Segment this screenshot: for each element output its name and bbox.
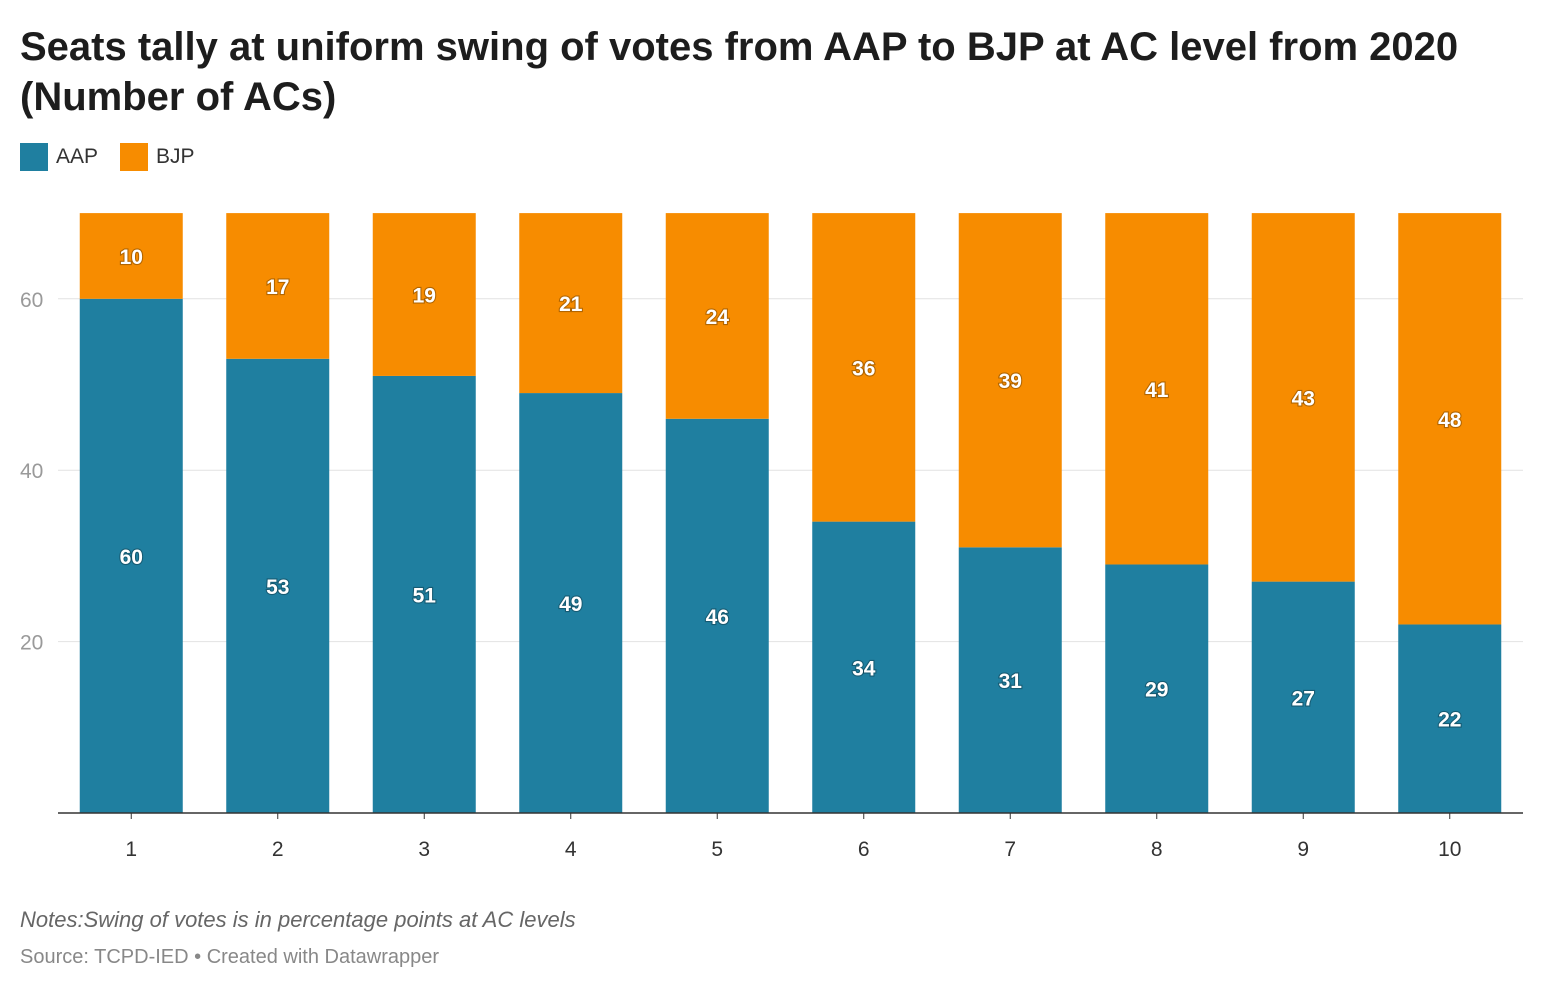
bar-aap-3: [372, 375, 476, 813]
legend-swatch-aap: [20, 143, 48, 171]
data-label-aap: 53: [266, 576, 289, 599]
data-label-aap: 60: [120, 546, 143, 569]
data-label-bjp: 19: [413, 285, 436, 308]
data-label-aap: 31: [999, 670, 1023, 693]
data-label-bjp: 17: [266, 276, 289, 299]
bar-aap-4: [519, 393, 623, 813]
legend-item-aap: AAP: [20, 143, 98, 171]
bar-bjp-5: [665, 213, 769, 419]
x-tick-label: 7: [1004, 838, 1016, 861]
x-tick-label: 1: [125, 838, 137, 861]
bar-aap-5: [665, 418, 769, 813]
bar-aap-1: [79, 298, 183, 813]
source-credit: Created with Datawrapper: [206, 946, 440, 968]
data-label-bjp: 24: [706, 306, 730, 329]
data-label-aap: 29: [1145, 679, 1168, 702]
bar-bjp-10: [1398, 213, 1502, 625]
y-tick-label: 60: [20, 289, 43, 312]
data-label-aap: 22: [1438, 709, 1461, 732]
bar-aap-10: [1398, 624, 1502, 813]
data-label-aap: 51: [413, 584, 437, 607]
legend-label-aap: AAP: [56, 145, 99, 168]
bar-bjp-8: [1105, 213, 1209, 565]
x-tick-label: 10: [1438, 838, 1461, 861]
source-separator: •: [188, 946, 207, 968]
legend-label-bjp: BJP: [156, 145, 195, 168]
bar-aap-6: [812, 521, 916, 813]
data-label-bjp: 10: [120, 246, 143, 269]
stacked-bar-chart: 20 40 60 60 10 1 53 17 2 51 19 3 49 21 4 46 24 5 34 36 6 31 39…: [20, 213, 1523, 861]
x-tick-label: 6: [858, 838, 870, 861]
legend: AAP BJP: [20, 143, 217, 171]
bar-bjp-6: [812, 213, 916, 522]
x-tick-label: 9: [1297, 838, 1309, 861]
chart-notes: Notes:Swing of votes is in percentage po…: [20, 907, 576, 932]
data-label-aap: 27: [1292, 687, 1315, 710]
bar-bjp-1: [79, 213, 183, 299]
y-tick-label: 40: [20, 460, 43, 483]
source-label: Source: TCPD-IED: [20, 946, 189, 968]
bar-bjp-9: [1251, 213, 1355, 582]
bar-bjp-2: [226, 213, 330, 359]
chart-title: Seats tally at uniform swing of votes fr…: [20, 25, 1459, 119]
data-label-aap: 46: [706, 606, 729, 629]
chart-source: Source: TCPD-IED • Created with Datawrap…: [20, 946, 439, 969]
data-label-bjp: 21: [559, 293, 583, 316]
x-tick-label: 5: [711, 838, 723, 861]
x-tick-label: 2: [272, 838, 284, 861]
data-label-bjp: 41: [1145, 379, 1169, 402]
data-label-bjp: 39: [999, 370, 1022, 393]
x-tick-label: 4: [565, 838, 577, 861]
legend-item-bjp: BJP: [120, 143, 195, 171]
data-label-bjp: 36: [852, 357, 875, 380]
x-tick-label: 3: [418, 838, 430, 861]
bar-bjp-7: [958, 213, 1062, 548]
data-label-bjp: 48: [1438, 409, 1462, 432]
x-tick-label: 8: [1151, 838, 1163, 861]
legend-swatch-bjp: [120, 143, 149, 171]
bar-bjp-4: [519, 213, 623, 394]
bar-aap-8: [1105, 564, 1209, 813]
bar-aap-9: [1251, 581, 1355, 813]
data-label-bjp: 43: [1292, 387, 1315, 410]
bar-aap-2: [226, 358, 330, 813]
bar-aap-7: [958, 547, 1062, 813]
y-tick-label: 20: [20, 632, 43, 655]
bar-bjp-3: [372, 213, 476, 376]
data-label-aap: 34: [852, 657, 876, 680]
data-label-aap: 49: [559, 593, 582, 616]
